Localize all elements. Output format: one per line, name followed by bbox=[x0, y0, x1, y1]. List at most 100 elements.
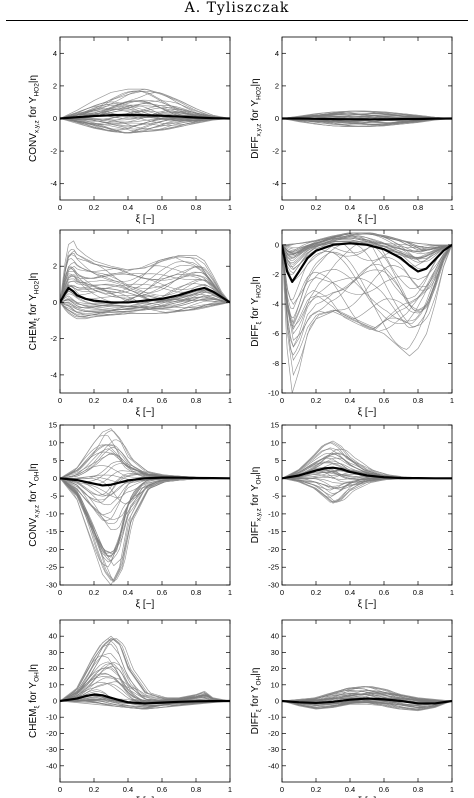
realization-line bbox=[60, 113, 230, 124]
x-tick-label: 0 bbox=[280, 588, 284, 597]
realization-line bbox=[60, 653, 230, 702]
x-tick-label: 0.6 bbox=[157, 203, 167, 212]
realization-line bbox=[282, 115, 452, 119]
plot-frame bbox=[59, 424, 231, 586]
y-label-text: |η bbox=[250, 467, 261, 475]
x-tick-label: 0.4 bbox=[123, 588, 133, 597]
realization-line bbox=[60, 100, 230, 119]
y-tick-label: -20 bbox=[268, 729, 279, 738]
series-envelope_lower bbox=[282, 118, 452, 127]
x-tick-label: 1 bbox=[450, 203, 454, 212]
x-tick-label: 0.4 bbox=[123, 203, 133, 212]
y-tick-label: 15 bbox=[271, 421, 279, 430]
x-tick-label: 1 bbox=[450, 588, 454, 597]
realization-line bbox=[282, 244, 452, 348]
x-tick-label: 0.4 bbox=[123, 785, 133, 794]
plot-area bbox=[60, 88, 230, 134]
y-tick-label: -20 bbox=[46, 729, 57, 738]
realization-lines bbox=[60, 88, 230, 134]
y-tick-label: -2 bbox=[50, 334, 57, 343]
realization-line bbox=[60, 265, 230, 303]
plot-frame bbox=[281, 424, 453, 586]
realization-line bbox=[60, 272, 230, 303]
y-tick-label: 15 bbox=[49, 421, 57, 430]
realization-line bbox=[60, 299, 230, 316]
y-label-subscript: ξ bbox=[256, 709, 263, 712]
y-axis-label: CHEMξ for YHO2|η bbox=[28, 273, 41, 351]
chart-panel-5: 0 0.2 0.4 0.6 0.8 1 -30 -25 -20 -15 -10 -5 0 5 10 15 ξ [… bbox=[28, 421, 232, 611]
x-tick-label: 0 bbox=[58, 588, 62, 597]
y-label-subscript: x,y,z bbox=[256, 124, 263, 137]
realization-line bbox=[282, 242, 452, 322]
y-axis-label: CONVx,y,z for YOH|η bbox=[28, 463, 41, 546]
realization-line bbox=[60, 256, 230, 303]
realization-line bbox=[60, 261, 230, 303]
realization-line bbox=[60, 289, 230, 311]
realization-line bbox=[60, 643, 230, 702]
x-tick-label: 0.2 bbox=[311, 396, 321, 405]
y-label-text: |η bbox=[28, 463, 39, 471]
y-tick-label: 4 bbox=[53, 49, 57, 58]
x-tick-label: 0 bbox=[280, 203, 284, 212]
x-axis-label: ξ [−] bbox=[136, 599, 155, 610]
y-tick-label: -2 bbox=[272, 147, 279, 156]
x-tick-label: 0.4 bbox=[345, 396, 355, 405]
realization-line bbox=[60, 681, 230, 702]
series-mean bbox=[60, 476, 230, 487]
series-mean bbox=[60, 286, 230, 304]
y-tick-label: 20 bbox=[271, 664, 279, 673]
realization-line bbox=[60, 284, 230, 303]
y-tick-label: 0 bbox=[275, 114, 279, 123]
running-head-author: A. Tyliszczak bbox=[184, 0, 290, 16]
x-tick-label: 0.8 bbox=[191, 396, 201, 405]
x-tick-label: 0.4 bbox=[345, 203, 355, 212]
realization-line bbox=[60, 107, 230, 119]
realization-line bbox=[282, 242, 452, 257]
y-label-text: for Y bbox=[250, 685, 261, 709]
realization-line bbox=[60, 265, 230, 303]
series-envelope_lower bbox=[60, 700, 230, 710]
realization-line bbox=[60, 478, 230, 530]
x-axis-label: ξ [−] bbox=[136, 796, 155, 798]
y-label-text: |η bbox=[250, 668, 261, 676]
chart-panel-1: 0 0.2 0.4 0.6 0.8 1 -4 -2 0 2 4 ξ [−] CONVx,y,z for … bbox=[28, 36, 232, 225]
y-label-text: for Y bbox=[28, 481, 39, 505]
y-tick-label: -10 bbox=[268, 713, 279, 722]
y-axis-label: DIFFξ for YHO2|η bbox=[250, 276, 263, 346]
plot-area bbox=[282, 110, 452, 127]
series-mean bbox=[282, 242, 452, 283]
series-envelope_upper bbox=[282, 686, 452, 702]
x-tick-label: 1 bbox=[450, 396, 454, 405]
y-label-text: DIFF bbox=[250, 521, 261, 543]
y-tick-label: 40 bbox=[271, 632, 279, 641]
y-tick-label: 10 bbox=[271, 438, 279, 447]
series-envelope_lower bbox=[60, 302, 230, 320]
y-axis-label: DIFFx,y,z for YHO2|η bbox=[250, 78, 263, 158]
y-tick-label: 20 bbox=[49, 664, 57, 673]
y-tick-label: -10 bbox=[268, 509, 279, 518]
y-label-subscript: OH bbox=[34, 471, 41, 481]
plot-frame bbox=[281, 229, 453, 394]
realization-lines bbox=[60, 430, 230, 583]
chart-panel-6: 0 0.2 0.4 0.6 0.8 1 -30 -25 -20 -15 -10 -5 0 5 10 15 ξ [… bbox=[250, 421, 454, 611]
y-label-text: |η bbox=[28, 75, 39, 83]
y-axis-label: CONVx,y,z for YHO2|η bbox=[28, 75, 41, 162]
y-tick-label: 10 bbox=[49, 438, 57, 447]
x-tick-label: 1 bbox=[228, 203, 232, 212]
header-rule bbox=[6, 20, 468, 21]
x-tick-label: 0 bbox=[280, 785, 284, 794]
x-tick-label: 1 bbox=[228, 396, 232, 405]
realization-line bbox=[60, 265, 230, 303]
series-envelope_upper bbox=[60, 635, 230, 702]
x-tick-label: 0.8 bbox=[413, 203, 423, 212]
y-label-text: |η bbox=[28, 273, 39, 281]
x-axis-label: ξ [−] bbox=[358, 214, 377, 225]
x-axis-label: ξ [−] bbox=[136, 214, 155, 225]
realization-line bbox=[60, 638, 230, 702]
y-axis-label: DIFFx,y,z for YOH|η bbox=[250, 467, 263, 544]
x-tick-label: 0.6 bbox=[157, 396, 167, 405]
realization-line bbox=[282, 233, 452, 269]
series-envelope_upper bbox=[60, 88, 230, 119]
y-label-subscript: HO2 bbox=[34, 280, 41, 294]
